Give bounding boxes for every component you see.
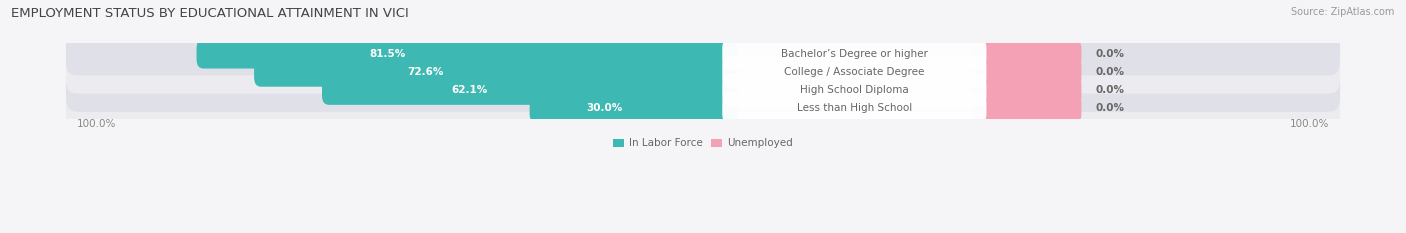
FancyBboxPatch shape bbox=[66, 50, 1340, 94]
Text: 72.6%: 72.6% bbox=[408, 67, 443, 77]
FancyBboxPatch shape bbox=[723, 74, 987, 107]
FancyBboxPatch shape bbox=[723, 92, 987, 125]
FancyBboxPatch shape bbox=[66, 87, 1340, 130]
Text: 100.0%: 100.0% bbox=[77, 119, 117, 129]
Text: High School Diploma: High School Diploma bbox=[800, 85, 908, 95]
Text: 0.0%: 0.0% bbox=[1095, 85, 1125, 95]
FancyBboxPatch shape bbox=[66, 32, 1340, 75]
FancyBboxPatch shape bbox=[972, 39, 1081, 69]
FancyBboxPatch shape bbox=[972, 94, 1081, 123]
Text: Bachelor’s Degree or higher: Bachelor’s Degree or higher bbox=[780, 49, 928, 59]
Text: Less than High School: Less than High School bbox=[797, 103, 912, 113]
Text: 0.0%: 0.0% bbox=[1095, 103, 1125, 113]
Text: Source: ZipAtlas.com: Source: ZipAtlas.com bbox=[1291, 7, 1395, 17]
FancyBboxPatch shape bbox=[66, 69, 1340, 112]
FancyBboxPatch shape bbox=[197, 39, 737, 69]
Text: 0.0%: 0.0% bbox=[1095, 49, 1125, 59]
FancyBboxPatch shape bbox=[322, 75, 737, 105]
Legend: In Labor Force, Unemployed: In Labor Force, Unemployed bbox=[613, 138, 793, 148]
Text: 100.0%: 100.0% bbox=[1289, 119, 1329, 129]
FancyBboxPatch shape bbox=[723, 37, 987, 70]
Text: 30.0%: 30.0% bbox=[586, 103, 623, 113]
Text: 81.5%: 81.5% bbox=[370, 49, 406, 59]
FancyBboxPatch shape bbox=[723, 55, 987, 89]
Text: EMPLOYMENT STATUS BY EDUCATIONAL ATTAINMENT IN VICI: EMPLOYMENT STATUS BY EDUCATIONAL ATTAINM… bbox=[11, 7, 409, 20]
FancyBboxPatch shape bbox=[972, 57, 1081, 87]
FancyBboxPatch shape bbox=[254, 57, 737, 87]
FancyBboxPatch shape bbox=[972, 75, 1081, 105]
Text: 62.1%: 62.1% bbox=[451, 85, 488, 95]
FancyBboxPatch shape bbox=[530, 94, 737, 123]
Text: College / Associate Degree: College / Associate Degree bbox=[785, 67, 925, 77]
Text: 0.0%: 0.0% bbox=[1095, 67, 1125, 77]
